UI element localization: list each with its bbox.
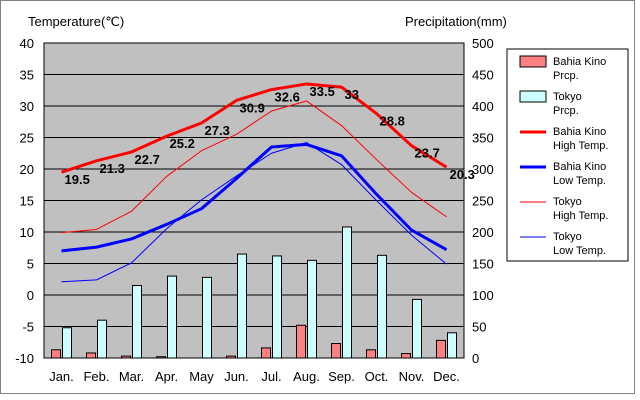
month-tick-label: Sep.: [328, 369, 355, 384]
precipitation-bar: [156, 356, 166, 359]
legend-swatch: [519, 55, 547, 68]
precipitation-bar: [412, 298, 422, 359]
legend-label: Bahia Kino: [553, 161, 606, 173]
high-temp-data-label: 19.5: [65, 172, 90, 187]
legend-label: High Temp.: [553, 210, 608, 222]
legend-box: [506, 48, 629, 262]
precipitation-bar: [331, 343, 341, 359]
precipitation-bar: [97, 319, 107, 359]
precipitation-bar: [377, 254, 387, 359]
precipitation-bar: [121, 355, 131, 359]
legend-label: Low Temp.: [553, 245, 606, 257]
temperature-tick-label: 30: [20, 99, 34, 114]
precipitation-bar: [307, 259, 317, 359]
high-temp-data-label: 23.7: [415, 146, 440, 161]
month-tick-label: May: [189, 369, 214, 384]
high-temp-data-label: 33: [345, 87, 359, 102]
temperature-lines: [61, 82, 448, 283]
gridlines: [44, 74, 464, 327]
precipitation-bar: [401, 353, 411, 359]
legend-label: Bahia Kino: [553, 126, 606, 138]
precipitation-bar: [237, 253, 247, 359]
precipitation-bar: [296, 324, 306, 359]
precipitation-bar: [447, 332, 457, 359]
precipitation-bar: [51, 349, 61, 359]
precipitation-tick-label: 250: [472, 194, 494, 209]
precipitation-bar: [226, 355, 236, 359]
temperature-tick-label: 10: [20, 225, 34, 240]
temperature-tick-label: -10: [15, 351, 34, 366]
precipitation-axis-title: Precipitation(mm): [405, 14, 507, 29]
precipitation-bar: [366, 349, 376, 359]
month-tick-label: Apr.: [155, 369, 178, 384]
month-axis: Jan. Feb. Mar. Apr. May Jun. Jul. Aug. Sep. Oct. N…: [49, 369, 460, 384]
precipitation-bar: [132, 285, 142, 359]
high-temp-data-label: 32.6: [275, 90, 300, 105]
high-temp-data-label: 22.7: [135, 152, 160, 167]
legend-label: Tokyo: [553, 91, 582, 103]
legend: Bahia Kino Prcp. Tokyo Prcp. Bahia Kino High …: [519, 55, 608, 257]
precipitation-bar: [272, 255, 282, 359]
legend-label: High Temp.: [553, 140, 608, 152]
legend-label: Bahia Kino: [553, 56, 606, 68]
temperature-tick-label: 25: [20, 131, 34, 146]
month-tick-label: Jul.: [261, 369, 281, 384]
temperature-tick-label: 15: [20, 194, 34, 209]
precipitation-axis: 0 50 100 150 200 250 300 350 400 450 500: [472, 36, 494, 366]
legend-swatch: [519, 90, 547, 103]
precipitation-bar: [436, 339, 446, 359]
legend-label: Prcp.: [553, 70, 579, 82]
precipitation-bar: [167, 275, 177, 359]
month-tick-label: Jan.: [49, 369, 74, 384]
precipitation-tick-label: 450: [472, 68, 494, 83]
high-temp-data-label: 33.5: [310, 84, 335, 99]
temperature-line: [61, 100, 447, 234]
precipitation-tick-label: 200: [472, 225, 494, 240]
month-tick-label: Feb.: [83, 369, 109, 384]
high-temp-data-label: 25.2: [170, 136, 195, 151]
temperature-axis: -10 -5 0 5 10 15 20 25 30 35 40: [15, 36, 34, 366]
month-tick-label: Nov.: [399, 369, 425, 384]
precipitation-tick-label: 0: [472, 351, 479, 366]
temperature-axis-title: Temperature(℃): [28, 14, 124, 29]
month-tick-label: Dec.: [433, 369, 460, 384]
month-tick-label: Oct.: [365, 369, 389, 384]
legend-label: Prcp.: [553, 105, 579, 117]
high-temp-data-label: 20.3: [450, 167, 475, 182]
precipitation-bar: [62, 327, 72, 359]
temperature-tick-label: 20: [20, 162, 34, 177]
temperature-tick-label: -5: [22, 320, 34, 335]
precipitation-bar: [342, 226, 352, 359]
precipitation-tick-label: 150: [472, 257, 494, 272]
high-temp-data-label: 21.3: [100, 161, 125, 176]
precipitation-bars: [51, 226, 457, 359]
precipitation-tick-label: 100: [472, 288, 494, 303]
legend-label: Low Temp.: [553, 175, 606, 187]
high-temp-data-label: 27.3: [205, 123, 230, 138]
temperature-tick-label: 35: [20, 68, 34, 83]
temperature-line: [61, 142, 448, 253]
month-tick-label: Mar.: [119, 369, 144, 384]
temperature-tick-label: 40: [20, 36, 34, 51]
month-tick-label: Jun.: [224, 369, 249, 384]
legend-label: Tokyo: [553, 196, 582, 208]
precipitation-bar: [261, 347, 271, 359]
temperature-tick-label: 5: [27, 257, 34, 272]
precipitation-tick-label: 50: [472, 320, 486, 335]
temperature-tick-label: 0: [27, 288, 34, 303]
month-tick-label: Aug.: [293, 369, 320, 384]
legend-label: Tokyo: [553, 231, 582, 243]
precipitation-tick-label: 300: [472, 162, 494, 177]
temperature-line: [61, 82, 448, 174]
precipitation-tick-label: 500: [472, 36, 494, 51]
precipitation-tick-label: 400: [472, 99, 494, 114]
high-temp-data-label: 30.9: [240, 100, 265, 115]
precipitation-tick-label: 350: [472, 131, 494, 146]
precipitation-bar: [86, 352, 96, 359]
high-temp-data-label: 28.8: [380, 114, 405, 129]
data-labels: 19.5 21.3 22.7 25.2 27.3 30.9 32.6 33.5 33 28.8 23…: [65, 84, 475, 187]
precipitation-bar: [202, 276, 212, 359]
